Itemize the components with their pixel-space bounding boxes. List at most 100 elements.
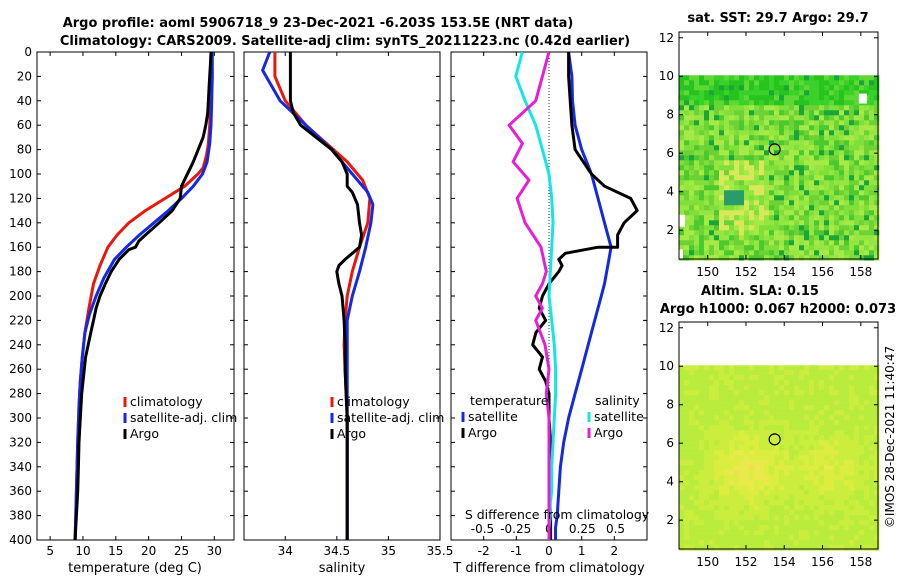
map-cell [854, 505, 860, 511]
map-cell [789, 170, 795, 176]
map-cell [789, 425, 795, 431]
map-cell [769, 530, 775, 536]
map-cell [799, 100, 805, 106]
map-cell [849, 400, 855, 406]
map-cell [704, 415, 710, 421]
map-cell [724, 545, 730, 551]
map-cell [724, 475, 730, 481]
map-cell [739, 470, 745, 476]
map-cell [829, 75, 835, 81]
map-cell [794, 190, 800, 196]
map-cell [754, 185, 760, 191]
map-cell [759, 415, 765, 421]
map-cell [814, 175, 820, 181]
map-cell [794, 140, 800, 146]
map-cell [824, 425, 830, 431]
map-cell [679, 205, 685, 211]
map-cell [779, 485, 785, 491]
map-cell [824, 130, 830, 136]
map-cell [804, 155, 810, 161]
map-cell [684, 200, 690, 206]
map-cell [804, 530, 810, 536]
map-cell [789, 175, 795, 181]
map-cell [699, 430, 705, 436]
map-cell [829, 95, 835, 101]
map-cell [844, 240, 850, 246]
map-cell [839, 185, 845, 191]
map-cell [789, 495, 795, 501]
map-cell [749, 520, 755, 526]
map-cell [704, 180, 710, 186]
map-cell [829, 475, 835, 481]
copyright-label: ©IMOS 28-Dec-2021 11:40:47 [883, 346, 897, 528]
map-cell [839, 240, 845, 246]
map-cell [754, 495, 760, 501]
map-cell [794, 120, 800, 126]
map-cell [749, 185, 755, 191]
map-cell [804, 215, 810, 221]
map-cell [714, 125, 720, 131]
map-cell [784, 485, 790, 491]
map-cell [729, 125, 735, 131]
map-cell [719, 85, 725, 91]
map-cell [804, 130, 810, 136]
map-cell [784, 145, 790, 151]
map-cell [859, 430, 865, 436]
map-cell [769, 230, 775, 236]
map-cell [829, 105, 835, 111]
map-cell [759, 545, 765, 551]
map-cell [874, 395, 880, 401]
map-cell [864, 455, 870, 461]
map-cell [814, 380, 820, 386]
map-cell [744, 235, 750, 241]
map-cell [739, 235, 745, 241]
map-cell [804, 145, 810, 151]
map-cell [704, 495, 710, 501]
map-cell [704, 470, 710, 476]
map-cell [854, 410, 860, 416]
map-cell [859, 170, 865, 176]
map-cell [709, 525, 715, 531]
map-cell [684, 535, 690, 541]
map-cell [849, 80, 855, 86]
map-cell [689, 140, 695, 146]
map-cell [799, 510, 805, 516]
map-cell [714, 470, 720, 476]
map-cell [679, 460, 685, 466]
map-cell [774, 120, 780, 126]
map-cell [819, 255, 825, 261]
map-cell [854, 220, 860, 226]
map-cell [719, 495, 725, 501]
map-cell [804, 455, 810, 461]
map-cell [714, 460, 720, 466]
map-cell [774, 160, 780, 166]
map-cell [754, 390, 760, 396]
map-cell [809, 455, 815, 461]
map-cell [834, 460, 840, 466]
map-cell [764, 205, 770, 211]
map-cell [844, 245, 850, 251]
map-cell [744, 210, 750, 216]
map-cell [874, 165, 880, 171]
map-cell [804, 175, 810, 181]
map-cell [789, 455, 795, 461]
map-cell [779, 120, 785, 126]
map-cell [839, 540, 845, 546]
map-cell [759, 240, 765, 246]
map-cell [694, 435, 700, 441]
map-cell [679, 235, 685, 241]
map-cell [834, 510, 840, 516]
map-cell [704, 155, 710, 161]
map-cell [694, 255, 700, 261]
sst-map-panel: sat. SST: 29.7 Argo: 29.7 150 152 154 156 15… [659, 11, 880, 279]
map-cell [739, 465, 745, 471]
map-cell [699, 150, 705, 156]
map-cell [774, 445, 780, 451]
map-cell [804, 95, 810, 101]
map-cell [799, 375, 805, 381]
map-cell [739, 205, 745, 211]
map-cell [789, 140, 795, 146]
map-cell [854, 80, 860, 86]
map-cell [829, 175, 835, 181]
map-cell [694, 420, 700, 426]
